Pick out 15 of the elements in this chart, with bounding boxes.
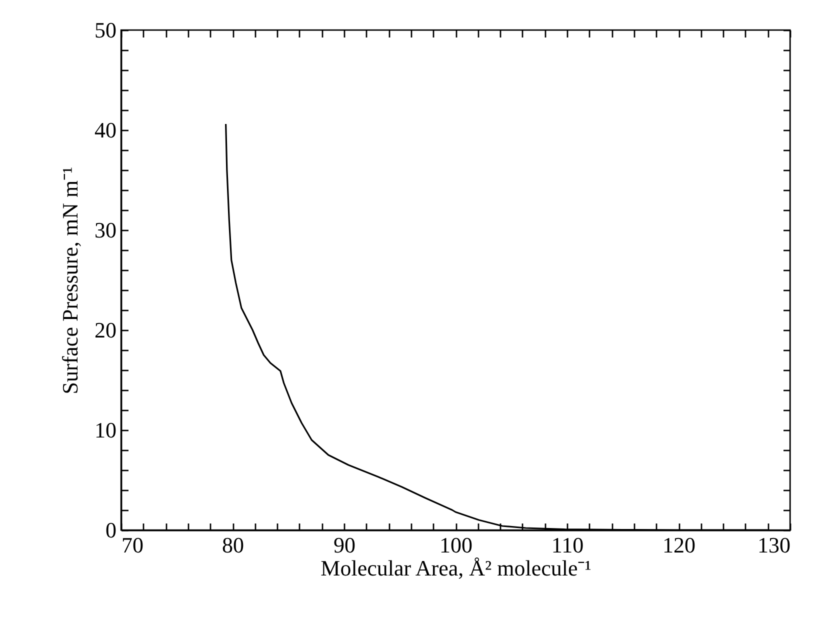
x-tick-label: 130 (758, 532, 790, 558)
y-tick-label: 20 (94, 318, 116, 342)
y-tick-label: 0 (106, 518, 116, 542)
x-tick-label: 90 (334, 532, 356, 558)
x-tick-label: 110 (551, 532, 584, 558)
y-tick-label: 30 (94, 218, 116, 242)
x-tick-label: 70 (122, 532, 144, 558)
x-axis-title: Molecular Area, Å² molecule⁻¹ (320, 556, 592, 580)
y-tick-label: 40 (94, 118, 116, 142)
y-axis-title: Surface Pressure, mN m⁻¹ (58, 166, 82, 394)
x-tick-label: 80 (222, 532, 244, 558)
x-tick-label: 100 (440, 532, 472, 558)
x-tick-label: 120 (662, 532, 696, 558)
y-tick-label: 50 (94, 18, 116, 42)
y-tick-label: 10 (94, 418, 116, 442)
